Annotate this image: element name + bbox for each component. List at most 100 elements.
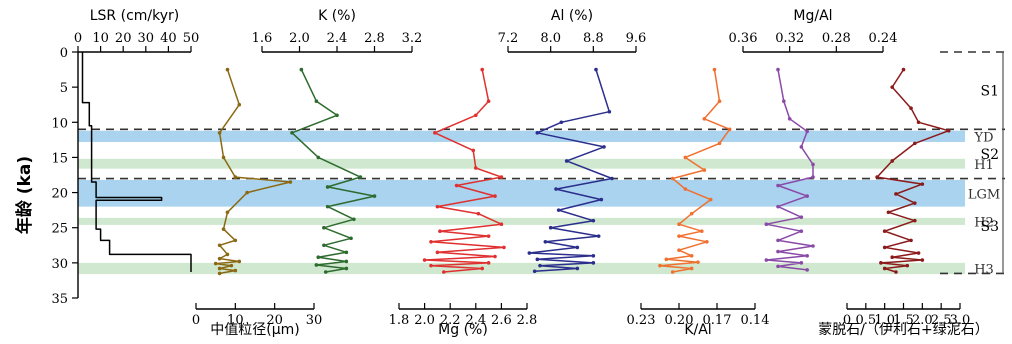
band-h1 (78, 158, 965, 169)
mg-data-point (499, 222, 504, 226)
smectite_ratio-tick-label: 2.0 (912, 313, 933, 328)
mg-tick-label: 2.0 (414, 313, 435, 328)
k_al-data-point (712, 67, 717, 72)
k_al-tick-label: 0.14 (741, 313, 770, 328)
panel-al: 7.2 8.0 8.8 9.6 Al (%) (498, 8, 647, 274)
k-data-point (314, 263, 319, 267)
boundary-dashed-lines (78, 51, 1005, 275)
k-series-line (291, 69, 376, 273)
mg-data-point (493, 254, 497, 259)
age-axis-title: 年龄 (ka) (14, 156, 35, 234)
median_grain-series-line (214, 69, 292, 275)
mg-data-point (442, 270, 446, 274)
k_al-data-point (670, 270, 675, 274)
median_grain-data-point (217, 266, 222, 271)
smectite_ratio-data-point (890, 85, 894, 89)
smectite_ratio-data-point (946, 128, 951, 133)
stratigraphic-units: S1 S2 S3 (981, 52, 1004, 274)
k_al-data-point (702, 168, 707, 172)
smectite_ratio-data-point (875, 175, 879, 179)
smectite_ratio-data-point (890, 159, 894, 163)
mg-data-point (422, 258, 427, 262)
smectite_ratio-axis-title: 蒙脱石/（伊利石+绿泥石） (818, 322, 988, 338)
k_al-tick-label: 0.20 (665, 313, 694, 328)
age-tick-label: 35 (51, 292, 68, 307)
median_grain-data-point (229, 263, 234, 268)
median_grain-tick-label: 30 (306, 313, 323, 328)
k-data-point (344, 266, 349, 271)
al-data-point (556, 208, 561, 212)
k_al-data-point (696, 260, 700, 264)
k_al-data-point (700, 229, 704, 234)
al-data-point (543, 239, 548, 244)
k-data-point (299, 67, 304, 72)
smectite_ratio-tick-label: 1.5 (893, 313, 914, 328)
mg-data-point (471, 148, 476, 153)
mg_al-data-point (787, 116, 792, 121)
median_grain-tick-label: 10 (227, 313, 244, 328)
mg_al-tick-label: 0.36 (729, 31, 758, 46)
median_grain-data-point (221, 155, 226, 160)
band-h3 (78, 262, 965, 275)
mg-tick-label: 2.8 (517, 313, 538, 328)
smectite_ratio-data-point (882, 266, 887, 271)
panel-k_al: 0.23 0.20 0.17 0.14 K/Al (627, 67, 770, 338)
smectite_ratio-tick-label: 1.0 (874, 313, 895, 328)
lsr-tick-label: 30 (138, 31, 155, 46)
smectite_ratio-data-point (879, 261, 883, 265)
mg_al-data-point (776, 238, 780, 243)
mg-data-point (429, 239, 433, 244)
k-data-point (325, 204, 330, 209)
al-data-point (610, 176, 614, 181)
median_grain-data-point (217, 243, 222, 248)
mg_al-data-point (764, 222, 769, 226)
climate-event-bands: YD H1 LGM H2 H3 (78, 130, 1000, 277)
smectite_ratio-data-point (905, 263, 910, 268)
k-data-point (325, 185, 330, 189)
k-data-point (314, 99, 319, 103)
k-data-point (322, 225, 326, 230)
mg-data-point (454, 183, 459, 188)
smectite_ratio-data-point (920, 182, 925, 186)
median_grain-data-point (225, 252, 230, 257)
panel-median_grain: 0 10 20 30 中值粒径(μm) (192, 67, 323, 338)
al-data-point (591, 218, 596, 223)
mg_al-data-point (776, 67, 780, 72)
smectite_ratio-data-point (890, 255, 894, 260)
k-data-point (290, 131, 294, 135)
mg_al-data-point (782, 99, 786, 103)
mg-data-point (480, 67, 485, 72)
mg-tick-label: 1.8 (389, 313, 410, 328)
mg_al-data-point (799, 145, 804, 149)
k-data-point (323, 270, 328, 274)
median_grain-data-point (237, 259, 242, 264)
mg_al-data-point (776, 249, 780, 254)
mg_al-data-point (799, 229, 804, 234)
al-tick-label: 9.6 (626, 31, 647, 46)
smectite_ratio-tick-label: 0 (843, 313, 851, 328)
k-data-point (349, 236, 353, 241)
panel-mg: 1.8 2.0 2.2 2.4 2.6 2.8 Mg (%) (389, 67, 538, 338)
k-data-point (358, 175, 363, 179)
mg_al-data-point (776, 183, 780, 188)
mg_al-data-point (799, 215, 804, 219)
k_al-data-point (683, 155, 688, 160)
al-series-line (528, 69, 613, 273)
unit-label-s2: S2 (981, 147, 1000, 163)
al-data-point (594, 67, 598, 72)
age-tick-label: 0 (60, 46, 68, 61)
al-data-point (602, 145, 606, 149)
smectite_ratio-data-point (901, 67, 906, 72)
age-tick-label: 25 (51, 222, 68, 237)
median_grain-data-point (233, 238, 238, 243)
mg-data-point (474, 113, 478, 118)
k_al-data-point (705, 239, 709, 244)
k-tick-label: 3.2 (402, 31, 423, 46)
mg-data-point (486, 99, 491, 103)
median_grain-data-point (237, 102, 242, 107)
band-label-lgm: LGM (968, 187, 1000, 202)
mg-tick-label: 2.6 (491, 313, 512, 328)
al-data-point (538, 263, 542, 268)
age-tick-label: 5 (60, 81, 68, 96)
smectite_ratio-tick-label: 3.0 (950, 313, 971, 328)
